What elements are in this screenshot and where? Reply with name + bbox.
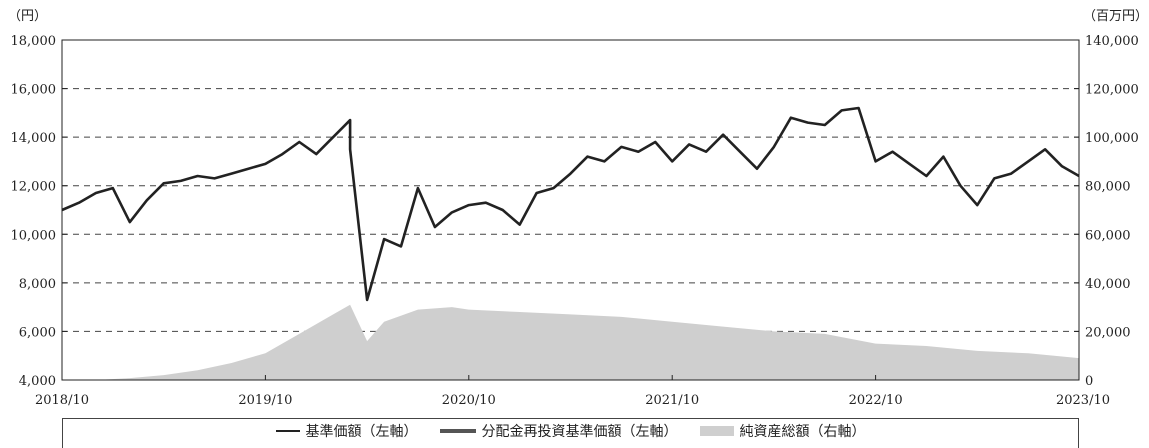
x-tick-label: 2019/10 xyxy=(238,393,292,408)
legend-swatch-reinvested-nav xyxy=(439,429,476,433)
right-tick-label: 0 xyxy=(1085,374,1093,389)
left-tick-label: 4,000 xyxy=(19,374,56,389)
right-tick-label: 80,000 xyxy=(1085,180,1131,195)
nav-line-layer xyxy=(61,106,1080,302)
legend-item-reinvested-nav: 分配金再投資基準価額（左軸） xyxy=(439,421,678,441)
x-tick-label: 2021/10 xyxy=(645,393,699,408)
legend-label-reinvested-nav: 分配金再投資基準価額（左軸） xyxy=(481,424,678,440)
left-axis-unit: （円） xyxy=(8,9,47,24)
left-axis: 4,000 6,000 8,000 10,000 12,000 14,000 16,000 1… xyxy=(11,34,67,389)
x-tick-label: 2020/10 xyxy=(442,393,496,408)
legend-item-net-assets: 純資産総額（右軸） xyxy=(699,421,866,441)
chart-canvas: （円） （百万円） 4,000 6,000 8,000 10,000 12,000 14,… xyxy=(8,9,1148,408)
left-tick-label: 18,000 xyxy=(11,34,57,49)
left-tick-label: 16,000 xyxy=(11,83,57,98)
right-tick-label: 60,000 xyxy=(1085,228,1131,243)
left-tick-label: 8,000 xyxy=(19,277,56,292)
plot-frame xyxy=(61,39,1080,381)
legend-swatch-nav xyxy=(275,430,300,432)
x-tick-label: 2023/10 xyxy=(1056,393,1110,408)
net-assets-area-layer xyxy=(62,304,1079,380)
left-tick-label: 12,000 xyxy=(11,180,57,195)
legend-swatch-net-assets xyxy=(699,426,734,436)
right-tick-label: 40,000 xyxy=(1085,277,1131,292)
right-tick-label: 100,000 xyxy=(1085,131,1139,146)
x-tick-label: 2022/10 xyxy=(849,393,903,408)
right-axis: 0 20,000 40,000 60,000 80,000 100,000 120,000 1… xyxy=(1074,34,1139,389)
right-tick-label: 120,000 xyxy=(1085,83,1139,98)
left-tick-label: 14,000 xyxy=(11,131,57,146)
left-tick-label: 10,000 xyxy=(11,228,57,243)
nav-line xyxy=(61,106,1080,302)
x-axis: 2018/10 2019/10 2020/10 2021/10 2022/10 2023/… xyxy=(35,375,1110,408)
legend-item-nav: 基準価額（左軸） xyxy=(275,421,418,441)
net-assets-area xyxy=(62,304,1079,380)
legend: 基準価額（左軸） 分配金再投資基準価額（左軸） 純資産総額（右軸） xyxy=(62,418,1079,448)
right-tick-label: 140,000 xyxy=(1085,34,1139,49)
left-tick-label: 6,000 xyxy=(19,325,56,340)
legend-label-nav: 基準価額（左軸） xyxy=(305,424,418,440)
legend-label-net-assets: 純資産総額（右軸） xyxy=(739,424,866,440)
right-tick-label: 20,000 xyxy=(1085,325,1131,340)
right-axis-unit: （百万円） xyxy=(1083,9,1148,24)
x-tick-label: 2018/10 xyxy=(35,393,89,408)
gridlines xyxy=(62,88,1079,332)
